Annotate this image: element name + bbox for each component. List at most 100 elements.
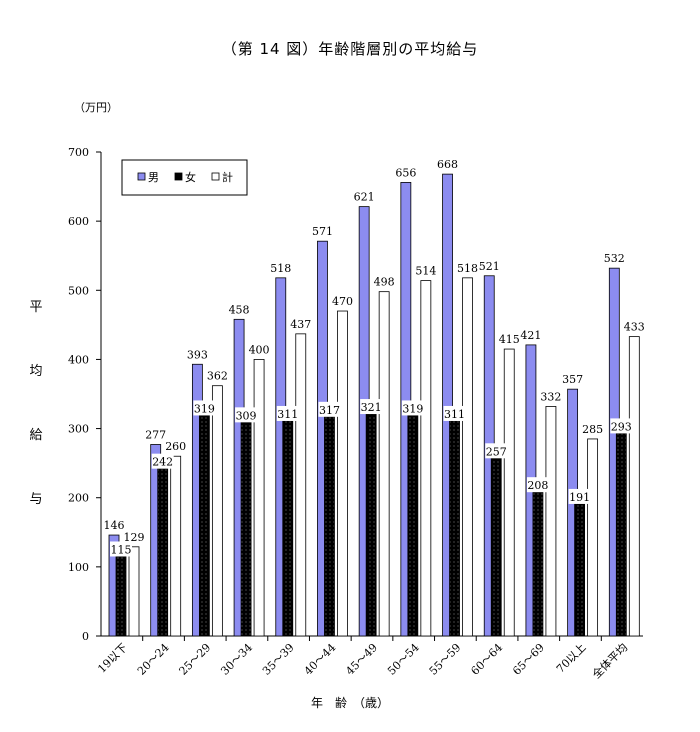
data-label-female-box <box>360 399 383 415</box>
data-label-female-box <box>151 453 174 469</box>
data-label-female: 115 <box>111 543 132 556</box>
bar-female <box>615 433 627 637</box>
data-label-female-box <box>110 541 132 557</box>
data-label-total: 285 <box>582 423 603 436</box>
x-tick-label: 19以下 <box>95 641 130 676</box>
data-label-total: 129 <box>124 531 145 544</box>
data-label-male: 421 <box>520 329 541 342</box>
bar-total <box>211 385 223 637</box>
x-tick-label: 25～29 <box>177 641 214 678</box>
bar-total <box>503 348 515 637</box>
data-label-female: 208 <box>527 479 548 492</box>
x-tick-label: 30～34 <box>218 641 255 678</box>
data-label-female-box <box>318 401 341 417</box>
bar-female <box>198 415 210 637</box>
y-tick-label: 0 <box>82 630 89 643</box>
data-label-female-box <box>235 407 258 423</box>
y-axis-label-char: 均 <box>29 364 43 379</box>
data-label-total: 400 <box>249 343 270 356</box>
chart-title: （第 14 図）年齢階層別の平均給与 <box>221 40 479 58</box>
data-label-total: 518 <box>457 262 478 275</box>
y-tick-label: 300 <box>68 423 89 436</box>
y-tick-label: 200 <box>68 492 89 505</box>
x-tick-label: 60～64 <box>468 641 505 678</box>
x-tick-label: 50～54 <box>385 641 422 678</box>
data-label-female-box <box>610 418 633 434</box>
x-tick-label: 35～39 <box>260 641 297 678</box>
data-label-total: 415 <box>499 333 520 346</box>
data-label-total: 332 <box>540 390 561 403</box>
data-label-female: 311 <box>277 408 298 421</box>
data-label-female: 257 <box>486 445 507 458</box>
data-label-male: 146 <box>104 519 125 532</box>
data-label-male: 571 <box>312 225 333 238</box>
data-label-female: 242 <box>152 456 173 469</box>
bar-male <box>442 173 453 637</box>
legend-entry: 女 <box>185 170 196 184</box>
y-tick-label: 700 <box>68 146 89 159</box>
bar-female <box>449 420 460 637</box>
data-label-male: 393 <box>187 348 208 361</box>
data-label-female: 293 <box>611 420 632 433</box>
data-label-male: 357 <box>562 373 583 386</box>
bar-female <box>282 420 294 637</box>
data-label-female-box <box>276 405 299 421</box>
bar-female <box>324 416 335 637</box>
y-unit-label: （万円） <box>74 101 118 114</box>
x-tick-label: 全体平均 <box>589 640 630 681</box>
data-label-female-box <box>568 488 591 504</box>
bar-total <box>170 455 182 637</box>
bar-female <box>115 556 127 637</box>
legend-swatch <box>211 172 220 181</box>
x-axis-label: 年 齢 （歳） <box>310 696 389 710</box>
data-label-male: 668 <box>437 158 458 171</box>
y-tick-label: 400 <box>68 353 89 366</box>
data-label-female: 191 <box>569 491 590 504</box>
data-label-female: 309 <box>236 409 257 422</box>
y-axis-label-char: 給 <box>29 428 43 443</box>
legend-swatch <box>174 172 183 181</box>
data-label-male: 656 <box>395 166 416 179</box>
y-tick-label: 600 <box>68 215 89 228</box>
bar-total <box>253 359 265 637</box>
bar-total <box>628 336 640 637</box>
bar-female <box>574 503 586 637</box>
legend-entry: 計 <box>222 170 233 184</box>
data-label-male: 621 <box>354 191 375 204</box>
y-tick-label: 100 <box>68 561 89 574</box>
data-label-female-box <box>443 405 466 421</box>
data-label-total: 362 <box>207 370 228 383</box>
bar-total <box>337 310 348 637</box>
data-label-female-box <box>485 443 508 459</box>
data-label-female-box <box>193 400 216 416</box>
data-label-female: 321 <box>361 401 382 414</box>
data-label-total: 498 <box>374 276 395 289</box>
y-axis-label-char: 平 <box>29 300 43 315</box>
data-label-female: 319 <box>194 402 215 415</box>
data-label-total: 433 <box>624 321 645 334</box>
bar-female <box>365 413 377 637</box>
y-axis-label-char: 与 <box>29 492 43 507</box>
x-tick-label: 40～44 <box>302 641 339 678</box>
bar-total <box>462 277 473 637</box>
data-label-male: 277 <box>145 428 166 441</box>
bar-female <box>407 415 419 637</box>
data-label-female: 319 <box>402 402 423 415</box>
bar-female <box>532 491 544 637</box>
data-label-female: 317 <box>319 404 340 417</box>
y-axis-label: 平均給与 <box>28 296 44 552</box>
data-label-total: 437 <box>290 318 311 331</box>
bar-total <box>295 333 307 637</box>
bar-female <box>240 421 252 637</box>
bar-female <box>490 457 502 637</box>
bar-total <box>420 280 432 637</box>
data-label-female: 311 <box>444 408 465 421</box>
x-tick-label: 20～24 <box>135 641 172 678</box>
x-tick-label: 70以上 <box>554 641 589 676</box>
bar-total <box>128 546 140 637</box>
bar-female <box>157 468 169 637</box>
data-label-total: 260 <box>165 440 186 453</box>
data-label-male: 532 <box>604 252 625 265</box>
x-tick-label: 65～69 <box>510 641 547 678</box>
